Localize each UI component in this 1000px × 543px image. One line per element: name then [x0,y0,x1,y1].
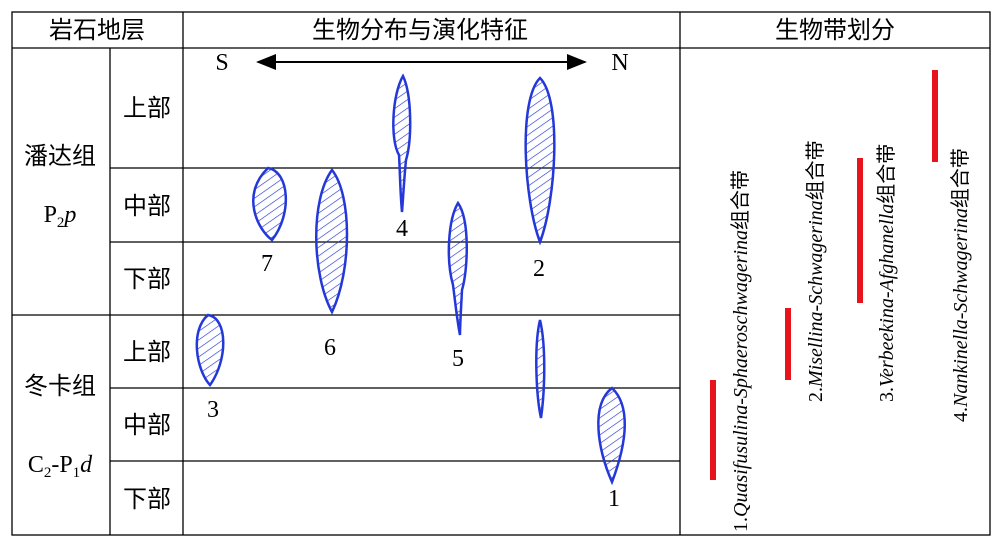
member: 下部 [123,486,171,513]
member: 中部 [123,412,171,439]
text-part: 2 [44,465,52,481]
taxon-label: 4 [396,216,408,242]
text-part: 组合带 [875,144,898,204]
text-part: 2 [57,215,65,231]
table-grid [11,11,991,536]
range-lens [195,313,225,387]
text-part: Verbeekina-Afghanella [876,204,898,387]
text-part: P [44,202,57,228]
text-part: Nankinella-Schwagerina [950,208,972,408]
range-lens [392,73,412,213]
range-lens [315,167,349,315]
zone-bar [785,308,791,380]
taxon-label: 1 [608,486,620,512]
range-lens [447,200,468,336]
formation-code: P2p [44,202,77,231]
member: 上部 [123,95,171,122]
direction-label: S [215,50,228,76]
text-part: p [62,202,76,228]
zone-bar [932,70,938,162]
formation-code: C2-P1d [28,452,93,481]
text-part: 组合带 [804,140,827,200]
zone-bar [710,380,716,480]
range-lens [597,386,626,486]
text-part: 组合带 [729,170,752,230]
direction-label: N [611,50,628,76]
zone-label: 1.Quasifusulina-Sphaeroschwagerina组合带 [729,170,752,532]
text-part: C [28,452,44,478]
taxon-label: 5 [452,346,464,372]
formation-name: 冬卡组 [24,373,96,400]
header: 生物带划分 [775,17,895,44]
taxon-label: 3 [207,397,219,423]
zone-label: 2.Misellina-Schwagerina组合带 [804,140,827,402]
text-part: Quasifusulina-Sphaeroschwagerina [730,230,752,517]
text-part: 组合带 [949,148,972,208]
member: 下部 [123,266,171,293]
text-part: 3. [876,387,898,402]
range-lens [252,166,287,242]
text-part: 1. [730,517,752,532]
text-part: 2. [805,387,827,402]
text-part: 1 [73,465,81,481]
member: 上部 [123,339,171,366]
zone-label: 4.Nankinella-Schwagerina组合带 [949,148,972,422]
taxon-label: 6 [324,335,336,361]
range-lens [524,76,556,246]
taxon-label: 2 [533,256,545,282]
header: 岩石地层 [49,17,145,44]
taxon-label: 7 [261,251,273,277]
taxa-ranges [195,73,626,486]
text-part: -P [51,452,72,478]
zone-label: 3.Verbeekina-Afghanella组合带 [875,144,898,402]
range-lens [535,319,546,419]
zone-bar [857,158,863,303]
text-part: d [80,452,93,478]
header: 生物分布与演化特征 [312,17,528,44]
formation-name: 潘达组 [24,143,96,170]
text-part: Misellina-Schwagerina [805,200,827,388]
text-part: 4. [950,407,972,422]
member: 中部 [123,193,171,220]
